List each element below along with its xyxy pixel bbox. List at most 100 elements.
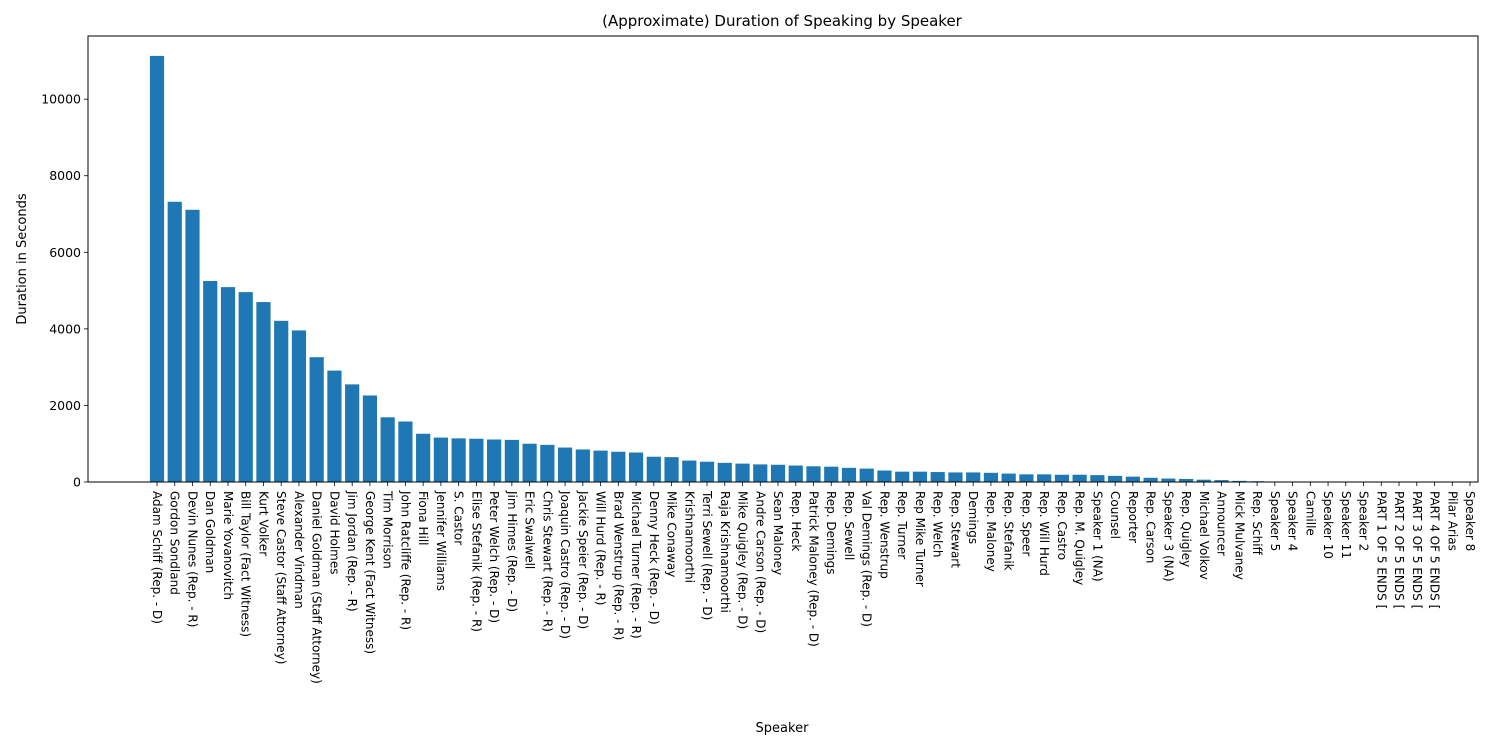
bar xyxy=(327,371,341,482)
x-tick-label: Marie Yovanovitch xyxy=(221,491,235,600)
bar xyxy=(611,452,625,482)
bar xyxy=(487,440,501,482)
bar xyxy=(913,472,927,482)
x-tick-label: Michael Turner (Rep. - R) xyxy=(629,491,643,639)
x-tick-label: Adam Schiff (Rep. - D) xyxy=(150,491,164,624)
x-tick-label: Daniel Goldman (Staff Attorney) xyxy=(310,491,324,684)
bar xyxy=(1019,474,1033,482)
bar xyxy=(824,467,838,482)
bar xyxy=(505,440,519,482)
x-tick-label: Rep. M. Quigley xyxy=(1073,491,1087,585)
y-tick-label: 4000 xyxy=(49,321,81,336)
x-tick-label: Fiona Hill xyxy=(416,491,430,546)
x-tick-label: PART 4 OF 5 ENDS [ xyxy=(1428,491,1442,609)
x-tick-label: Rep. Sewell xyxy=(842,491,856,560)
bar xyxy=(860,469,874,482)
bar xyxy=(345,384,359,482)
bar xyxy=(664,457,678,482)
bar xyxy=(256,302,270,482)
x-tick-label: Devin Nunes (Rep. - R) xyxy=(185,491,199,627)
bar xyxy=(735,464,749,482)
bar xyxy=(434,438,448,482)
x-tick-label: Sean Maloney xyxy=(771,491,785,575)
bar xyxy=(966,472,980,482)
x-tick-label: Rep. Demings xyxy=(824,491,838,575)
x-tick-label: Jennifer Williams xyxy=(434,490,448,591)
bar xyxy=(381,417,395,482)
x-tick-label: Tim Morrison xyxy=(381,490,395,569)
x-tick-label: Bill Taylor (Fact Witness) xyxy=(239,491,253,637)
bar xyxy=(1108,476,1122,482)
x-tick-label: Jim Himes (Rep. - D) xyxy=(505,490,519,612)
bar xyxy=(469,439,483,482)
bar xyxy=(523,444,537,482)
x-tick-label: David Holmes xyxy=(327,491,341,574)
bar xyxy=(558,448,572,482)
x-tick-label: Announcer xyxy=(1215,491,1229,556)
x-tick-label: George Kent (Fact Witness) xyxy=(363,491,377,654)
x-tick-label: Terri Sewell (Rep. - D) xyxy=(700,490,714,620)
bar xyxy=(363,395,377,482)
bar xyxy=(398,422,412,482)
x-tick-label: Mick Mulvaney xyxy=(1232,491,1246,580)
x-tick-label: Speaker 11 xyxy=(1339,491,1353,559)
bar xyxy=(629,453,643,482)
x-tick-label: Speaker 3 (NA) xyxy=(1161,491,1175,582)
bar xyxy=(1144,478,1158,482)
y-tick-label: 2000 xyxy=(49,398,81,413)
x-tick-label: Rep. Welch xyxy=(931,491,945,558)
bar xyxy=(789,466,803,482)
x-tick-label: Speaker 10 xyxy=(1321,491,1335,559)
y-tick-label: 6000 xyxy=(49,245,81,260)
x-tick-label: Rep. Speer xyxy=(1019,491,1033,556)
x-tick-label: Val Demings (Rep. - D) xyxy=(860,491,874,627)
bar xyxy=(682,461,696,482)
bar xyxy=(1055,475,1069,482)
bar xyxy=(753,464,767,482)
bar xyxy=(1090,475,1104,482)
x-tick-label: Speaker 2 xyxy=(1357,491,1371,551)
bar xyxy=(593,451,607,482)
bar xyxy=(877,471,891,482)
x-tick-label: Rep. Stewart xyxy=(948,491,962,568)
x-tick-label: Raja Krishnamoorthi xyxy=(718,491,732,613)
x-tick-label: Denny Heck (Rep. - D) xyxy=(647,491,661,625)
x-tick-label: John Ratcliffe (Rep. - R) xyxy=(398,490,412,630)
bar xyxy=(895,472,909,482)
x-tick-label: Rep. Carson xyxy=(1144,491,1158,563)
bar xyxy=(1126,477,1140,482)
x-tick-label: Kurt Volker xyxy=(256,491,270,556)
bar xyxy=(239,292,253,482)
bar xyxy=(576,449,590,482)
x-tick-label: Rep. Stefanik xyxy=(1002,491,1016,571)
x-tick-label: Andre Carson (Rep. - D) xyxy=(753,491,767,633)
x-tick-label: Chris Stewart (Rep. - R) xyxy=(540,491,554,632)
x-tick-label: Mike Quigley (Rep. - D) xyxy=(736,491,750,629)
bar xyxy=(842,468,856,482)
bar xyxy=(700,462,714,482)
x-tick-label: PART 2 OF 5 ENDS [ xyxy=(1392,491,1406,609)
x-tick-label: Steve Castor (Staff Attorney) xyxy=(274,491,288,664)
x-tick-label: Krishnamoorthi xyxy=(682,491,696,583)
x-tick-label: Rep. Castro xyxy=(1055,491,1069,560)
bar xyxy=(806,466,820,482)
bar xyxy=(540,445,554,482)
x-tick-label: Speaker 1 (NA) xyxy=(1090,491,1104,582)
x-tick-label: PART 1 OF 5 ENDS [ xyxy=(1374,491,1388,609)
bar xyxy=(718,463,732,482)
bar xyxy=(931,472,945,482)
x-tick-label: Pilar Arias xyxy=(1445,491,1459,551)
y-axis-label: Duration in Seconds xyxy=(15,193,30,324)
bar xyxy=(452,438,466,482)
x-tick-label: Rep. Schiff xyxy=(1250,491,1264,556)
x-tick-label: Joaquin Castro (Rep. - D) xyxy=(558,490,572,639)
x-tick-label: Jim Jordan (Rep. - R) xyxy=(345,490,359,612)
x-tick-label: Counsel xyxy=(1108,491,1122,539)
x-tick-label: Reporter xyxy=(1126,491,1140,543)
bar xyxy=(150,56,164,482)
bar xyxy=(771,465,785,482)
bar xyxy=(1002,474,1016,482)
